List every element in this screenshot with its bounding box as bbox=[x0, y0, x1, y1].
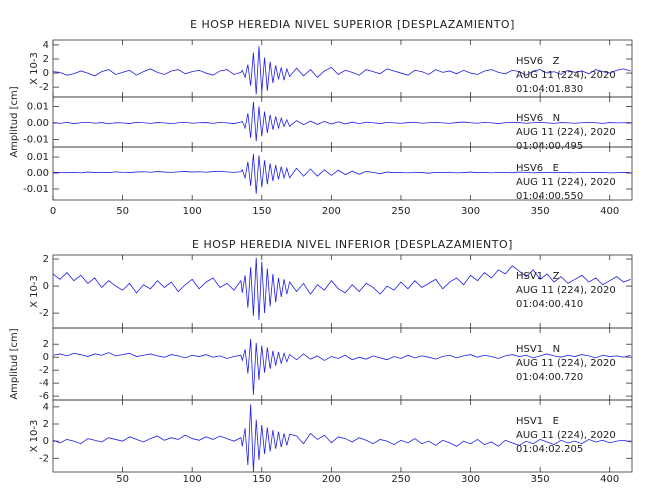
date-label: AUG 11 (224), 2020 bbox=[516, 70, 616, 81]
y-tick-label: -2 bbox=[39, 453, 49, 464]
exponent-label: X 10-3 bbox=[29, 420, 40, 453]
y-tick-label: 0.01 bbox=[27, 152, 49, 163]
x-tick-label: 200 bbox=[322, 206, 341, 217]
date-label: AUG 11 (224), 2020 bbox=[516, 358, 616, 369]
date-label: AUG 11 (224), 2020 bbox=[516, 127, 616, 138]
x-tick-label: 0 bbox=[50, 206, 56, 217]
exponent-label: X 10-3 bbox=[29, 52, 40, 85]
y-tick-label: -6 bbox=[39, 391, 49, 402]
y-tick-label: 0 bbox=[43, 436, 49, 447]
y-tick-label: 2 bbox=[43, 254, 49, 265]
time-label: 01:04:00.550 bbox=[516, 191, 583, 202]
y-tick-label: 2 bbox=[43, 339, 49, 350]
time-label: 01:04:01.830 bbox=[516, 84, 583, 95]
station-label: HSV6 Z bbox=[516, 56, 560, 67]
chart-title: E HOSP HEREDIA NIVEL SUPERIOR [DESPLAZAM… bbox=[190, 18, 515, 31]
station-label: HSV6 E bbox=[516, 163, 559, 174]
x-tick-label: 300 bbox=[461, 474, 480, 485]
x-tick-label: 100 bbox=[183, 206, 202, 217]
panel-frame bbox=[52, 146, 633, 201]
date-label: AUG 11 (224), 2020 bbox=[516, 177, 616, 188]
y-tick-label: 0 bbox=[43, 281, 49, 292]
time-label: 01:04:00.720 bbox=[516, 372, 583, 383]
y-tick-label: 2 bbox=[43, 419, 49, 430]
y-tick-label: 0.01 bbox=[27, 102, 49, 113]
y-tick-label: 0.00 bbox=[27, 168, 49, 179]
y-tick-label: 4 bbox=[43, 40, 49, 51]
y-tick-label: -2 bbox=[39, 82, 49, 93]
y-tick-label: -0.01 bbox=[23, 135, 49, 146]
x-tick-label: 400 bbox=[600, 474, 619, 485]
y-axis-label: Amplitud [cm] bbox=[9, 328, 20, 399]
waveform bbox=[52, 338, 631, 395]
time-label: 01:04:02.205 bbox=[516, 444, 583, 455]
x-tick-label: 200 bbox=[322, 474, 341, 485]
waveform bbox=[52, 404, 631, 473]
y-tick-label: -2 bbox=[39, 308, 49, 319]
y-tick-label: 0 bbox=[43, 68, 49, 79]
date-label: AUG 11 (224), 2020 bbox=[516, 430, 616, 441]
y-tick-label: -2 bbox=[39, 365, 49, 376]
x-tick-label: 250 bbox=[391, 474, 410, 485]
waveform bbox=[52, 257, 631, 320]
time-label: 01:04:00.410 bbox=[516, 299, 583, 310]
y-tick-label: 0.00 bbox=[27, 118, 49, 129]
waveform bbox=[52, 153, 631, 194]
x-tick-label: 350 bbox=[531, 206, 550, 217]
y-tick-label: 4 bbox=[43, 402, 49, 413]
x-tick-label: 300 bbox=[461, 206, 480, 217]
station-label: HSV6 N bbox=[516, 113, 560, 124]
exponent-label: X 10-3 bbox=[29, 275, 40, 308]
x-tick-label: 50 bbox=[116, 206, 129, 217]
y-tick-label: -4 bbox=[39, 378, 49, 389]
waveform bbox=[52, 46, 631, 95]
y-tick-label: -0.01 bbox=[23, 184, 49, 195]
x-tick-label: 400 bbox=[600, 206, 619, 217]
y-tick-label: 2 bbox=[43, 54, 49, 65]
station-label: HSV1 N bbox=[516, 344, 560, 355]
x-tick-label: 50 bbox=[116, 474, 129, 485]
x-tick-label: 150 bbox=[252, 206, 271, 217]
y-axis-label: Amplitud [cm] bbox=[9, 86, 20, 157]
station-label: HSV1 E bbox=[516, 416, 559, 427]
station-label: HSV1 Z bbox=[516, 271, 560, 282]
time-label: 01:04:00.495 bbox=[516, 141, 583, 152]
panel-frame bbox=[52, 399, 633, 473]
chart-title: E HOSP HEREDIA NIVEL INFERIOR [DESPLAZAM… bbox=[192, 238, 513, 251]
x-tick-label: 150 bbox=[252, 474, 271, 485]
x-tick-label: 350 bbox=[531, 474, 550, 485]
x-tick-label: 100 bbox=[183, 474, 202, 485]
waveform bbox=[52, 101, 631, 142]
y-tick-label: 0 bbox=[43, 352, 49, 363]
x-tick-label: 250 bbox=[391, 206, 410, 217]
date-label: AUG 11 (224), 2020 bbox=[516, 285, 616, 296]
